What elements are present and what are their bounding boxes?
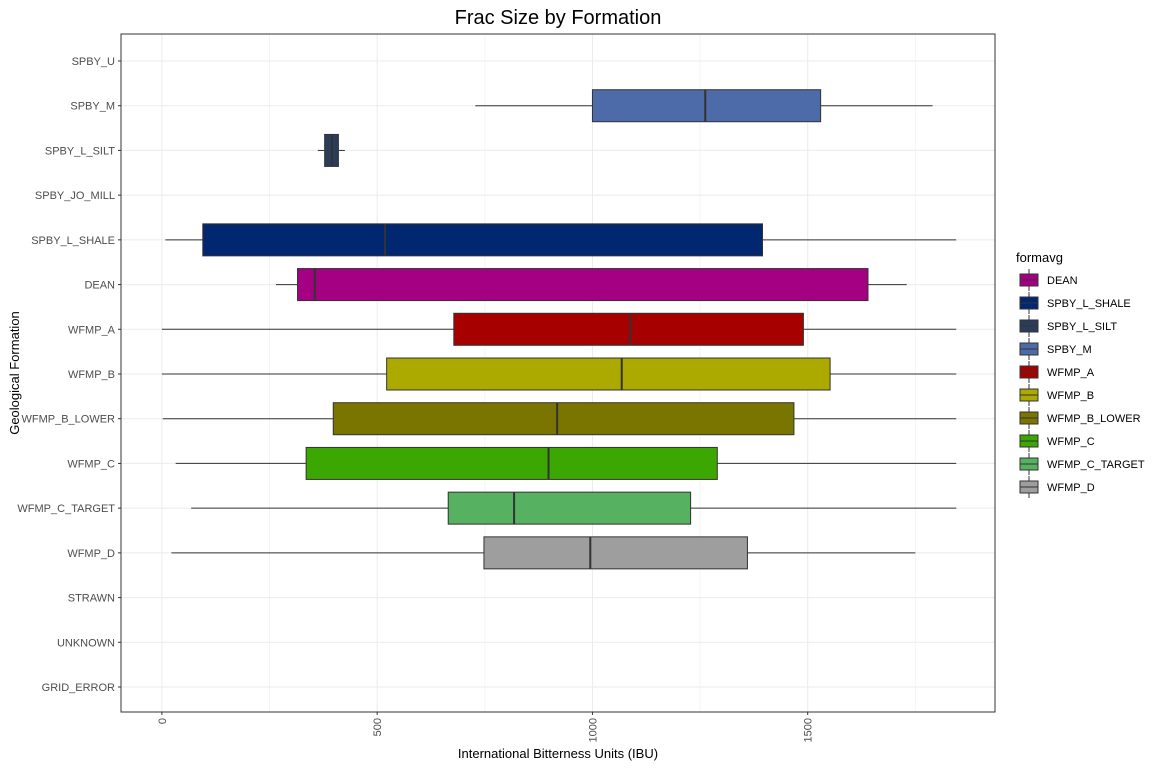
panel-border [120,33,996,713]
legend-item-wfmp-b-lower: WFMP_B_LOWER [1019,407,1141,429]
box-dean [275,268,907,302]
box-iqr [332,402,795,436]
box-iqr [305,446,718,480]
legend-item-spby-l-shale: SPBY_L_SHALE [1019,292,1131,314]
y-tick-label: SPBY_M [70,101,115,113]
legend-title: formavg [1016,250,1063,265]
y-tick-label: SPBY_U [72,56,115,68]
y-tick-label: WFMP_A [68,324,116,336]
legend-item-wfmp-c-target: WFMP_C_TARGET [1019,453,1145,475]
boxes [161,89,957,570]
y-axis: SPBY_U SPBY_M SPBY_L_SILT SPBY_JO_MILL SPBY_… [17,56,121,694]
box-spby-l-silt [317,133,345,167]
box-iqr [483,536,748,570]
x-tick-label: 500 [372,718,384,736]
y-tick-label: UNKNOWN [57,637,115,649]
y-tick-label: STRAWN [68,593,115,605]
legend-item-spby-m: SPBY_M [1019,338,1092,360]
legend-item-wfmp-d: WFMP_D [1019,476,1095,498]
legend-item-wfmp-c: WFMP_C [1019,430,1095,452]
box-iqr [447,491,692,525]
box-wfmp-c-target [191,491,957,525]
legend-label: WFMP_D [1047,482,1095,494]
box-spby-m [475,89,933,123]
chart-title: Frac Size by Formation [455,7,662,29]
legend-label: WFMP_C [1047,436,1095,448]
x-tick-label: 1000 [587,718,599,742]
legend-label: WFMP_C_TARGET [1047,459,1145,471]
legend-label: WFMP_A [1047,367,1095,379]
box-wfmp-a [161,312,957,346]
y-tick-label: SPBY_L_SHALE [31,235,115,247]
box-wfmp-d [171,536,916,570]
y-tick-label: WFMP_D [67,548,115,560]
y-tick-label: DEAN [84,280,115,292]
legend-label: SPBY_L_SHALE [1047,298,1131,310]
box-wfmp-c [175,446,957,480]
y-tick-label: WFMP_C_TARGET [17,503,115,515]
box-iqr [386,357,831,391]
legend-label: SPBY_L_SILT [1047,321,1117,333]
legend-item-dean: DEAN [1019,269,1078,291]
box-wfmp-b-lower [162,402,957,436]
y-tick-label: WFMP_B_LOWER [21,414,115,426]
x-axis: 0 500 1000 1500 [157,712,815,742]
box-wfmp-b [161,357,957,391]
y-axis-title: Geological Formation [7,311,22,435]
legend-item-wfmp-b: WFMP_B [1019,384,1094,406]
box-iqr [202,223,764,257]
legend-label: WFMP_B_LOWER [1047,413,1141,425]
box-iqr [297,268,869,302]
legend-item-spby-l-silt: SPBY_L_SILT [1019,315,1117,337]
legend-label: DEAN [1047,275,1078,287]
y-tick-label: SPBY_JO_MILL [35,190,115,202]
y-tick-label: SPBY_L_SILT [45,145,115,157]
legend: formavg DEAN SPBY_L_SHALE SPBY_L_SILT SPBY_… [1016,250,1145,498]
y-tick-label: WFMP_C [67,458,115,470]
y-tick-label: WFMP_B [68,369,115,381]
x-tick-label: 1500 [803,718,815,742]
legend-item-wfmp-a: WFMP_A [1019,361,1095,383]
y-tick-label: GRID_ERROR [42,682,115,694]
box-spby-l-shale [165,223,957,257]
x-tick-label: 0 [157,718,169,724]
x-axis-title: International Bitterness Units (IBU) [458,746,658,761]
legend-label: WFMP_B [1047,390,1094,402]
legend-label: SPBY_M [1047,344,1092,356]
box-iqr [453,312,804,346]
box-iqr [591,89,822,123]
